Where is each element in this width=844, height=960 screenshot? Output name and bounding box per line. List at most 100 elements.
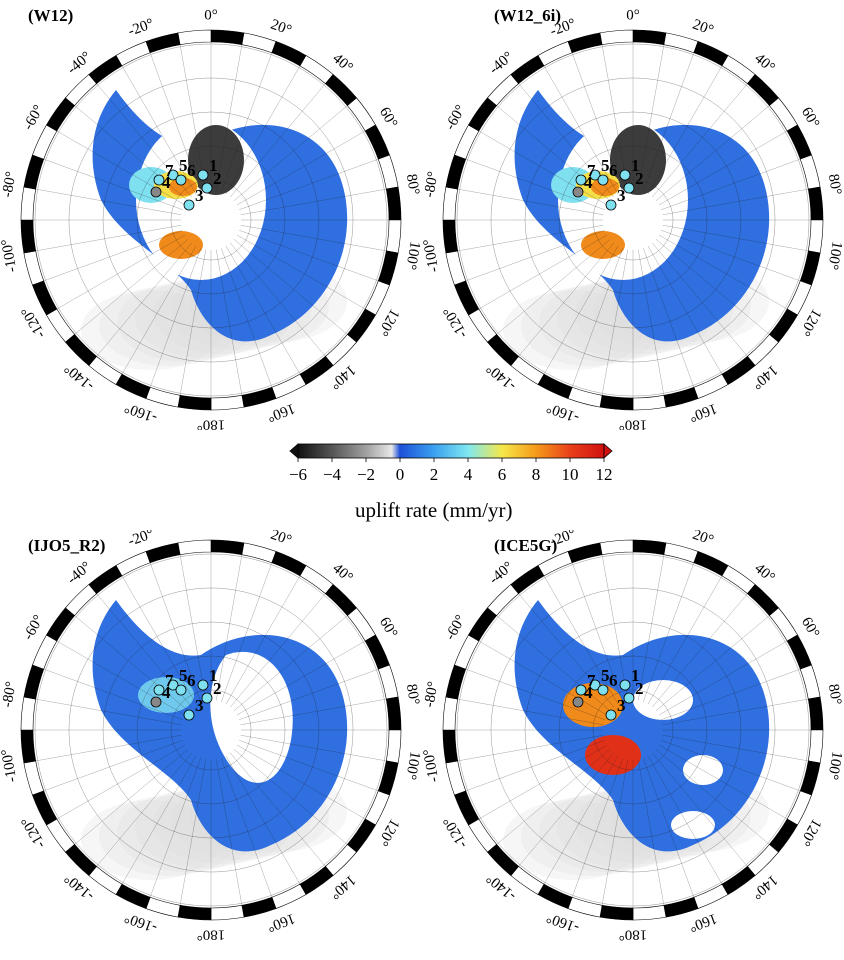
longitude-label: 0°: [204, 7, 218, 23]
site-label: 2: [635, 169, 644, 188]
site-label: 1: [209, 156, 218, 175]
site-label: 6: [609, 161, 618, 180]
meridian: [149, 248, 201, 388]
site-marker: [167, 679, 179, 691]
meridian: [543, 575, 619, 705]
meridian: [43, 668, 183, 720]
longitude-label: 160°: [687, 400, 719, 425]
site-label: 3: [617, 186, 626, 205]
meridian: [56, 744, 186, 820]
meridian: [74, 239, 189, 335]
longitude-label: -100°: [0, 238, 20, 274]
grey-shading: [503, 800, 643, 880]
grey-shading: [503, 290, 643, 370]
meridian: [221, 562, 273, 702]
hot-zone-ross: [585, 735, 641, 775]
meridian: [236, 234, 366, 310]
site-label: 7: [587, 671, 596, 690]
meridian: [543, 65, 619, 195]
meridian: [236, 640, 366, 716]
longitude-label: -60°: [442, 612, 469, 643]
longitude-label: 40°: [751, 560, 777, 586]
meridian: [543, 755, 619, 885]
longitude-label: 20°: [268, 530, 293, 549]
meridian: [230, 752, 326, 867]
site-label: 5: [601, 156, 610, 175]
meridian: [239, 740, 379, 792]
meridian: [655, 105, 770, 201]
longitude-label: 60°: [376, 615, 400, 641]
meridian: [233, 749, 348, 845]
meridian: [571, 248, 623, 388]
meridian: [96, 242, 192, 357]
meridian: [652, 83, 748, 198]
meridian: [643, 758, 695, 898]
meridian: [652, 242, 748, 357]
meridian: [662, 188, 809, 215]
longitude-label: 160°: [265, 910, 297, 935]
meridian: [216, 249, 243, 396]
interior-white: [210, 651, 293, 783]
meridian: [96, 752, 192, 867]
site-marker: [623, 692, 635, 704]
longitude-label: -80°: [0, 170, 20, 198]
meridian: [638, 759, 665, 906]
meridian: [43, 740, 183, 792]
site-marker: [605, 709, 617, 721]
longitude-label: -60°: [20, 612, 47, 643]
colorbar-scale: [297, 443, 605, 459]
meridian: [655, 749, 770, 845]
polar-map: -20°0°20°40°60°80°100°120°140°160°180°-1…: [0, 7, 422, 430]
longitude-label: 20°: [690, 530, 715, 549]
site-marker: [183, 199, 195, 211]
colorbar-tick-label: 2: [430, 465, 439, 484]
longitude-label: 180°: [197, 927, 226, 941]
meridian: [233, 239, 348, 335]
panel-title: (W12_6i): [494, 6, 562, 25]
meridian: [662, 698, 809, 725]
meridian: [56, 640, 186, 716]
meridian: [478, 744, 608, 820]
longitude-label: 40°: [329, 560, 355, 586]
meridian: [230, 242, 326, 357]
meridian: [239, 668, 379, 720]
meridian: [240, 698, 387, 725]
site-label: 3: [195, 696, 204, 715]
meridian: [239, 158, 379, 210]
site-label: 4: [584, 173, 593, 192]
meridian: [240, 735, 387, 762]
meridian: [601, 44, 628, 191]
meridian: [643, 52, 695, 192]
meridian: [496, 749, 611, 845]
colorbar-tick-label: −2: [357, 465, 375, 484]
meridian: [518, 752, 614, 867]
longitude-label: 100°: [824, 750, 844, 781]
site-label: 1: [631, 666, 640, 685]
meridian: [465, 230, 605, 282]
site-marker: [201, 692, 213, 704]
panel-ijo5-r2: (IJO5_R2) -20°0°20°40°60°80°100°120°140°…: [0, 530, 422, 960]
site-marker: [175, 174, 187, 186]
longitude-label: 60°: [376, 105, 400, 131]
longitude-label: 180°: [197, 417, 226, 430]
longitude-label: 60°: [798, 105, 822, 131]
meridian: [638, 249, 665, 396]
meridian: [121, 65, 197, 195]
map-field: [455, 552, 811, 908]
meridian: [179, 44, 206, 191]
panel-w12: (W12) -20° 0° 20° 40° 60° 80° 100° 120° 140° 160°…: [0, 0, 422, 430]
meridian: [647, 755, 723, 885]
longitude-label: -20°: [548, 530, 578, 550]
site-marker: [197, 169, 209, 181]
frame-segment: [177, 539, 212, 556]
site-marker: [572, 696, 584, 708]
longitude-label: -160°: [545, 399, 582, 425]
meridian: [149, 52, 201, 192]
meridian: [518, 242, 614, 357]
longitude-label: -100°: [422, 238, 442, 274]
meridian: [56, 234, 186, 310]
longitude-label: -60°: [20, 102, 47, 133]
site-marker: [597, 174, 609, 186]
meridian: [240, 188, 387, 215]
hot-zone: [169, 178, 197, 196]
